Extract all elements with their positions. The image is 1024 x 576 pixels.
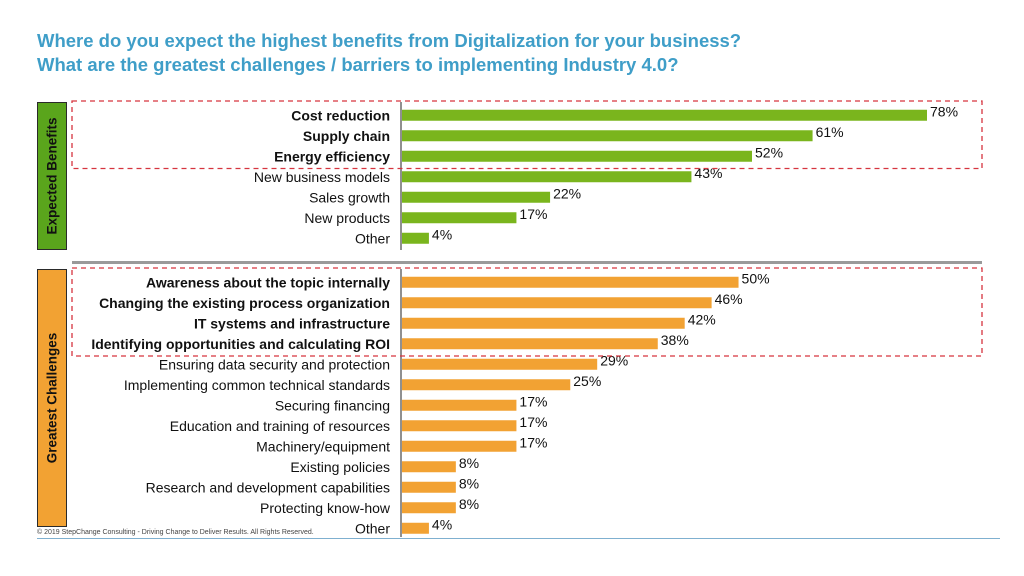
title-challenges-question: What are the greatest challenges / barri… bbox=[37, 54, 679, 75]
benefit-bar bbox=[402, 232, 429, 244]
challenge-category-label: Changing the existing process organizati… bbox=[99, 295, 390, 311]
benefit-bar bbox=[402, 109, 927, 121]
greatest-challenges-section-tab: Greatest Challenges bbox=[37, 269, 67, 527]
challenge-value-label: 8% bbox=[459, 496, 479, 512]
benefit-category-label: Sales growth bbox=[309, 189, 390, 205]
challenge-bar bbox=[402, 440, 517, 452]
benefit-value-label: 43% bbox=[694, 165, 722, 181]
challenge-value-label: 17% bbox=[519, 434, 547, 450]
footer-rule bbox=[37, 538, 1000, 539]
challenge-bar bbox=[402, 481, 456, 493]
challenge-category-label: Awareness about the topic internally bbox=[146, 274, 390, 290]
benefit-category-label: Supply chain bbox=[303, 128, 390, 144]
challenge-category-label: Existing policies bbox=[290, 459, 390, 475]
challenge-bar bbox=[402, 338, 658, 350]
challenge-bar bbox=[402, 358, 598, 370]
benefit-category-label: Cost reduction bbox=[291, 107, 390, 123]
challenge-value-label: 50% bbox=[742, 270, 770, 286]
challenge-value-label: 25% bbox=[573, 373, 601, 389]
expected-benefits-section-tab: Expected Benefits bbox=[37, 102, 67, 250]
benefit-category-label: New business models bbox=[254, 169, 390, 185]
challenge-category-label: Machinery/equipment bbox=[256, 438, 390, 454]
benefit-bar bbox=[402, 130, 813, 142]
challenge-category-label: Identifying opportunities and calculatin… bbox=[91, 336, 390, 352]
challenge-bar bbox=[402, 420, 517, 432]
benefit-value-label: 22% bbox=[553, 185, 581, 201]
benefit-bar bbox=[402, 171, 692, 183]
benefit-value-label: 4% bbox=[432, 226, 452, 242]
benefit-value-label: 61% bbox=[816, 124, 844, 140]
challenge-category-label: Other bbox=[355, 520, 390, 536]
challenge-value-label: 46% bbox=[715, 291, 743, 307]
challenge-bar bbox=[402, 276, 739, 288]
benefit-value-label: 17% bbox=[519, 206, 547, 222]
challenge-value-label: 17% bbox=[519, 414, 547, 430]
challenge-value-label: 17% bbox=[519, 393, 547, 409]
challenge-bar bbox=[402, 379, 571, 391]
challenge-highlight-box bbox=[71, 267, 983, 357]
benefit-highlight-box bbox=[71, 100, 983, 170]
title-benefits-question: Where do you expect the highest benefits… bbox=[37, 30, 742, 51]
benefit-bar bbox=[402, 212, 517, 224]
benefit-category-label: Energy efficiency bbox=[274, 148, 390, 164]
challenge-category-label: Implementing common technical standards bbox=[124, 377, 390, 393]
challenge-value-label: 4% bbox=[432, 516, 452, 532]
challenge-value-label: 29% bbox=[600, 352, 628, 368]
challenge-category-label: Education and training of resources bbox=[170, 418, 390, 434]
challenge-value-label: 42% bbox=[688, 311, 716, 327]
challenge-value-label: 8% bbox=[459, 475, 479, 491]
challenge-category-label: Ensuring data security and protection bbox=[159, 356, 390, 372]
challenge-category-label: Research and development capabilities bbox=[146, 479, 390, 495]
benefit-bar bbox=[402, 191, 551, 203]
challenge-value-label: 38% bbox=[661, 332, 689, 348]
challenge-bar bbox=[402, 297, 712, 309]
challenge-category-label: Securing financing bbox=[275, 397, 390, 413]
benefit-value-label: 52% bbox=[755, 144, 783, 160]
challenge-bar bbox=[402, 399, 517, 411]
copyright-notice: © 2019 StepChange Consulting - Driving C… bbox=[37, 529, 314, 536]
challenge-value-label: 8% bbox=[459, 455, 479, 471]
challenge-category-label: IT systems and infrastructure bbox=[194, 315, 390, 331]
challenge-bar bbox=[402, 461, 456, 473]
benefit-category-label: Other bbox=[355, 230, 390, 246]
benefit-bar bbox=[402, 150, 752, 162]
challenge-bar bbox=[402, 502, 456, 514]
challenge-bar bbox=[402, 522, 429, 534]
section-separator bbox=[72, 261, 982, 264]
benefit-value-label: 78% bbox=[930, 103, 958, 119]
benefit-category-label: New products bbox=[304, 210, 390, 226]
challenge-bar bbox=[402, 317, 685, 329]
challenge-category-label: Protecting know-how bbox=[260, 500, 391, 516]
